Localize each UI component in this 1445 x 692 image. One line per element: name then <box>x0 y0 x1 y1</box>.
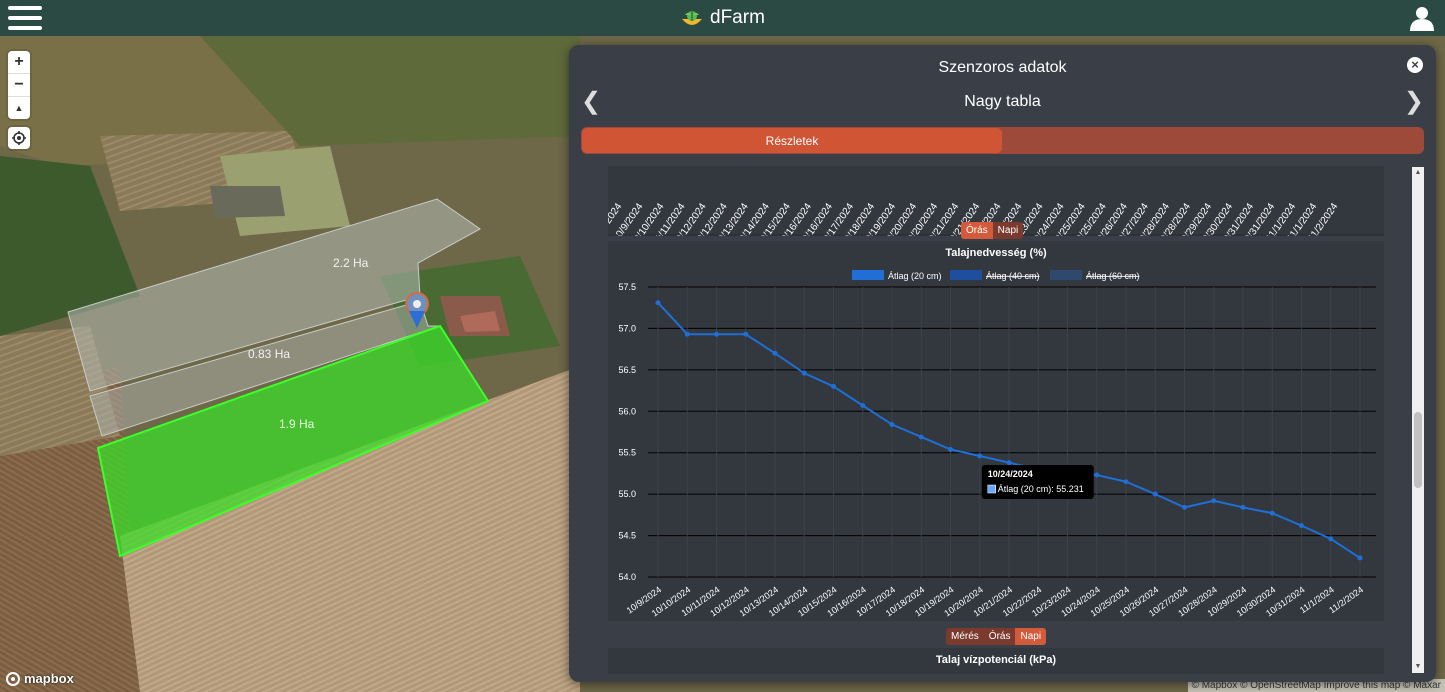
data-point[interactable] <box>948 446 953 452</box>
app-logo-icon <box>682 11 702 25</box>
user-icon[interactable] <box>1409 5 1435 31</box>
close-icon[interactable]: × <box>1407 57 1423 73</box>
y-tick-label: 54.0 <box>618 572 636 582</box>
menu-icon[interactable] <box>8 6 42 30</box>
toggle-option-daily[interactable]: Napi <box>1015 628 1047 645</box>
chevron-left-icon[interactable]: ❮ <box>581 88 602 115</box>
mapbox-logo[interactable]: mapbox <box>6 671 74 686</box>
tab-details[interactable]: Részletek <box>582 128 1002 153</box>
top-bar: dFarm <box>0 0 1445 36</box>
y-tick-label: 57.0 <box>618 323 636 333</box>
legend-entry[interactable]: Átlag (20 cm) <box>888 271 942 281</box>
y-tick-label: 57.5 <box>618 282 636 292</box>
scroll-down-icon[interactable]: ▼ <box>1414 663 1422 670</box>
toggle-option-hourly[interactable]: Órás <box>961 222 993 239</box>
toggle-option-hourly[interactable]: Órás <box>983 628 1016 645</box>
y-tick-label: 55.5 <box>618 448 636 458</box>
geolocate-control <box>8 127 30 149</box>
data-point[interactable] <box>1006 460 1012 466</box>
data-point[interactable] <box>714 331 719 337</box>
zoom-out-button[interactable]: − <box>8 74 30 97</box>
data-point[interactable] <box>860 402 866 408</box>
y-tick-label: 56.5 <box>618 365 636 375</box>
data-point[interactable] <box>1328 536 1334 542</box>
data-point[interactable] <box>889 422 895 428</box>
data-point[interactable] <box>801 370 807 376</box>
y-tick-label: 54.5 <box>618 531 636 541</box>
parcel-label: 2.2 Ha <box>333 256 369 270</box>
tooltip-swatch <box>987 484 996 494</box>
soil-moisture-chart-card: Talajnedvesség (%) Átlag (20 cm) Átlag (4… <box>608 241 1384 621</box>
map-controls: + − ▲ <box>8 51 30 157</box>
data-point[interactable] <box>1182 504 1187 510</box>
parcel-label: 0.83 Ha <box>248 347 291 361</box>
data-point[interactable] <box>1240 504 1246 510</box>
panel-title: Szenzoros adatok <box>938 59 1067 76</box>
toggle-option-daily[interactable]: Napi <box>992 222 1024 239</box>
tab-bar: Részletek <box>581 127 1424 154</box>
legend-swatch[interactable] <box>852 270 884 280</box>
scrollbar[interactable]: ▲ ▼ <box>1412 167 1424 673</box>
mapbox-logo-text: mapbox <box>24 671 74 686</box>
scroll-up-icon[interactable]: ▲ <box>1414 169 1422 176</box>
app-name: dFarm <box>710 7 765 28</box>
interval-toggle: Órás Napi <box>961 222 1024 239</box>
mapbox-icon <box>6 671 20 686</box>
parcel-0-83ha[interactable] <box>89 300 441 437</box>
y-tick-label: 56.0 <box>618 406 636 416</box>
charts-scroll-area[interactable]: 10/9/2024 10/9/2024 10/10/2024 10/11/2024 10… <box>581 166 1411 674</box>
tooltip-box <box>981 465 1094 500</box>
sensor-marker-icon[interactable] <box>405 292 429 328</box>
data-point[interactable] <box>1299 523 1304 529</box>
y-tick-label: 55.0 <box>618 489 636 499</box>
map-attribution[interactable]: © Mapbox © OpenStreetMap Improve this ma… <box>1187 679 1445 692</box>
data-point[interactable] <box>655 300 661 306</box>
data-point[interactable] <box>831 383 836 389</box>
tab-other[interactable] <box>1002 127 1424 154</box>
data-point[interactable] <box>1211 498 1217 504</box>
chevron-right-icon[interactable]: ❯ <box>1403 88 1424 115</box>
geolocate-icon[interactable] <box>8 127 30 149</box>
zoom-in-button[interactable]: + <box>8 51 30 74</box>
data-point[interactable] <box>743 331 749 337</box>
data-point[interactable] <box>772 350 778 356</box>
next-chart-title: Talaj vízpotenciál (kPa) <box>935 654 1057 666</box>
soil-moisture-chart: Átlag (20 cm) Átlag (40 cm) Átlag (60 cm) 5… <box>618 270 1376 618</box>
compass-button[interactable]: ▲ <box>14 103 24 113</box>
legend-entry[interactable]: Átlag (60 cm) <box>1086 271 1140 281</box>
data-point[interactable] <box>1357 555 1363 561</box>
data-point[interactable] <box>918 434 924 440</box>
tooltip-date: 10/24/2024 <box>988 469 1033 479</box>
field-name: Nagy tabla <box>964 93 1041 110</box>
parcel-label: 1.9 Ha <box>279 417 315 431</box>
legend-entry[interactable]: Átlag (40 cm) <box>986 271 1040 281</box>
data-point[interactable] <box>1152 491 1158 497</box>
legend-swatch[interactable] <box>950 270 982 280</box>
measurement-toggle: Mérés Órás Napi <box>946 628 1047 645</box>
zoom-controls: + − ▲ <box>8 51 30 119</box>
data-point[interactable] <box>977 453 983 459</box>
parcel-1-9ha[interactable] <box>96 324 490 558</box>
data-point[interactable] <box>684 331 690 337</box>
legend-swatch[interactable] <box>1050 270 1082 280</box>
parcel-2-2ha[interactable] <box>67 198 481 392</box>
toggle-option-measurement[interactable]: Mérés <box>946 628 984 645</box>
data-point[interactable] <box>1094 472 1100 478</box>
next-chart-card: Talaj vízpotenciál (kPa) <box>608 648 1384 674</box>
data-point[interactable] <box>1269 510 1275 516</box>
chart-title: Talajnedvesség (%) <box>945 247 1047 259</box>
brand: dFarm <box>680 6 765 30</box>
tooltip-value: Átlag (20 cm): 55.231 <box>998 484 1084 494</box>
sensor-panel: Szenzoros adatok × ❮ Nagy tabla ❯ Részle… <box>569 45 1436 682</box>
data-point[interactable] <box>1123 479 1129 485</box>
scrollbar-thumb[interactable] <box>1414 412 1422 488</box>
